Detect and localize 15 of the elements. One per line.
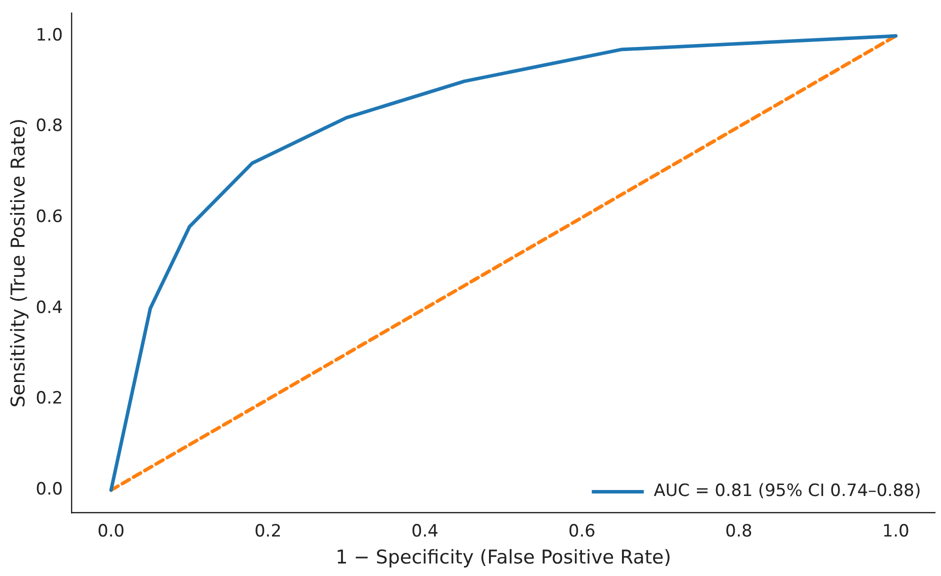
y-tick-label: 0.0: [36, 480, 63, 500]
y-tick-label: 0.2: [36, 388, 63, 409]
y-axis-title: Sensitivity (True Positive Rate): [7, 118, 30, 408]
x-tick-label: 0.0: [98, 521, 125, 542]
y-tick-label: 0.8: [36, 116, 63, 136]
x-tick-label: 0.4: [411, 521, 438, 542]
x-tick-label: 0.8: [725, 521, 752, 542]
x-tick-label: 0.6: [568, 521, 596, 542]
x-axis-title: 1 − Specificity (False Positive Rate): [336, 546, 672, 569]
legend-label: AUC = 0.81 (95% CI 0.74–0.88): [654, 481, 922, 502]
x-tick-label: 0.2: [254, 521, 282, 542]
x-tick-label: 1.0: [882, 521, 910, 542]
y-tick-label: 1.0: [36, 25, 63, 46]
y-tick-label: 0.6: [36, 207, 63, 228]
y-tick-label: 0.4: [36, 298, 63, 318]
